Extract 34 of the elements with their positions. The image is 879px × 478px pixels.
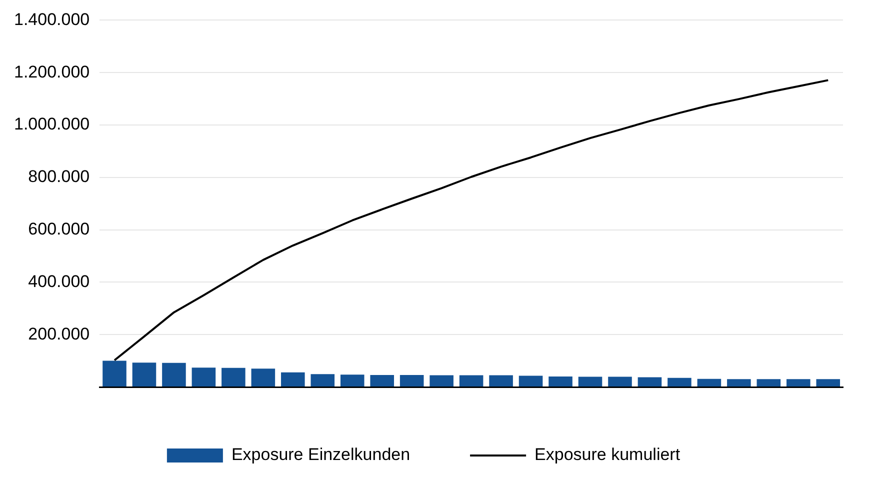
bar <box>281 372 305 386</box>
bar <box>340 374 364 386</box>
bar <box>727 379 751 386</box>
bar <box>132 362 156 386</box>
legend-label: Exposure kumuliert <box>534 445 680 464</box>
bar <box>400 374 424 386</box>
bar <box>638 377 662 386</box>
bar <box>162 362 186 386</box>
bar <box>102 360 126 386</box>
y-tick-label: 200.000 <box>28 324 90 344</box>
bar <box>251 368 276 386</box>
bar <box>489 375 513 386</box>
y-tick-label: 400.000 <box>28 272 90 291</box>
y-tick-label: 600.000 <box>28 219 90 238</box>
bar <box>756 379 781 386</box>
bar <box>370 374 394 386</box>
legend-label: Exposure Einzelkunden <box>231 445 410 464</box>
bar <box>430 375 454 386</box>
bar <box>816 379 840 386</box>
bar <box>192 368 216 386</box>
y-tick-label: 1.400.000 <box>14 10 90 29</box>
bar <box>697 378 722 386</box>
y-tick-label: 1.200.000 <box>14 62 90 82</box>
bar <box>786 379 810 386</box>
bar <box>310 374 335 386</box>
bar <box>548 376 572 386</box>
bar <box>608 376 632 386</box>
bar <box>459 375 484 386</box>
bar <box>222 368 246 386</box>
bar <box>578 376 602 386</box>
y-tick-label: 800.000 <box>28 167 90 186</box>
y-tick-label: 1.000.000 <box>14 114 90 134</box>
bar <box>518 376 543 386</box>
bar <box>668 378 692 386</box>
